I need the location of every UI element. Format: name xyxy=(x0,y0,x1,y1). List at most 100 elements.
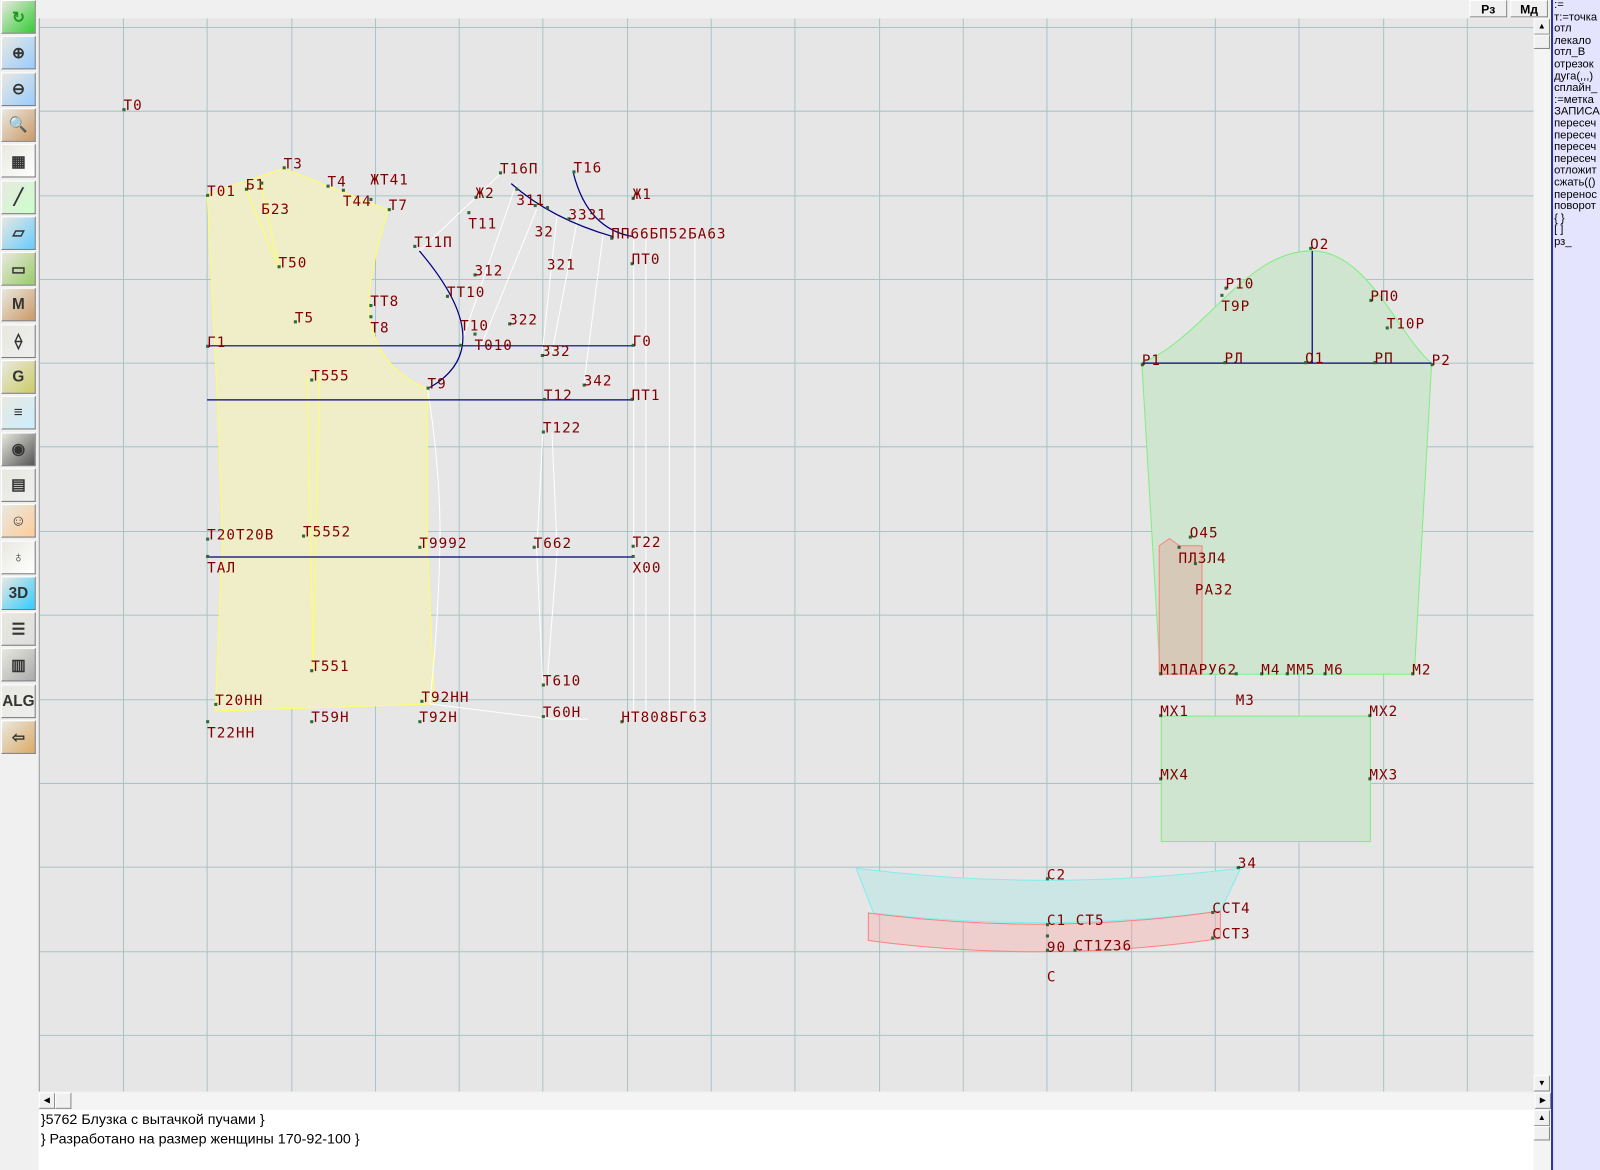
measurements-tool-button[interactable]: ≡ xyxy=(1,396,36,430)
point-label: Ж1 xyxy=(633,187,652,203)
zoom-in-tool-button[interactable]: ⊕ xyxy=(1,36,36,70)
command-item[interactable]: := xyxy=(1554,0,1564,12)
scroll-thumb[interactable] xyxy=(1533,34,1550,49)
photo-tool-button[interactable]: ☺ xyxy=(1,504,36,538)
measurements-icon: ≡ xyxy=(13,404,23,422)
notes-scroll-up[interactable]: ▲ xyxy=(1533,1109,1550,1127)
command-item[interactable]: отл xyxy=(1554,22,1572,35)
layout-map-tool-button[interactable]: ▱ xyxy=(1,216,36,250)
point-marker xyxy=(310,669,314,673)
exit-tool-button[interactable]: ⇦ xyxy=(1,720,36,754)
zoom-pattern-tool-button[interactable]: 🔍 xyxy=(1,108,36,142)
command-item[interactable]: пересеч xyxy=(1554,152,1597,165)
notes-scrollbar[interactable]: ▲ xyxy=(1533,1109,1552,1170)
point-marker xyxy=(582,383,586,387)
pattern-m-tool-button[interactable]: M xyxy=(1,288,36,322)
command-item[interactable]: отрезок xyxy=(1554,58,1594,71)
command-item[interactable]: поворот xyxy=(1554,200,1596,213)
pattern-drawing[interactable]: Т0 Т3 Т01 Б1 Б23 Т4 Т44 ЖТ41 Т7 Т50 Т5 ТТ8 Т8 Г1 Т555 Т… xyxy=(39,18,1535,1092)
point-label: Т3 xyxy=(284,156,303,172)
command-item[interactable]: сплайн_ xyxy=(1554,81,1598,95)
point-marker xyxy=(369,197,373,201)
point-label: 312 xyxy=(474,263,503,279)
jacket-icon: ♁ xyxy=(12,548,25,566)
point-marker xyxy=(1430,363,1434,367)
notes-scroll-thumb[interactable] xyxy=(1533,1126,1550,1141)
point-label: ММ5 xyxy=(1287,662,1316,678)
point-marker xyxy=(541,683,545,687)
point-marker xyxy=(533,204,537,208)
command-item[interactable]: пересеч xyxy=(1554,117,1597,130)
drawing-canvas[interactable]: Т0 Т3 Т01 Б1 Б23 Т4 Т44 ЖТ41 Т7 Т50 Т5 ТТ8 Т8 Г1 Т555 Т… xyxy=(38,18,1535,1092)
point-marker xyxy=(282,166,286,170)
point-marker xyxy=(610,236,614,240)
command-item[interactable]: пересеч xyxy=(1554,140,1597,154)
stack-tool-button[interactable]: ▥ xyxy=(1,648,36,682)
point-label: Т11 xyxy=(468,217,497,233)
command-item[interactable]: перенос xyxy=(1554,188,1597,201)
point-marker xyxy=(1045,948,1049,952)
point-marker xyxy=(293,320,297,324)
point-label: С xyxy=(1047,969,1057,985)
zoom-out-tool-button[interactable]: ⊖ xyxy=(1,72,36,106)
point-marker xyxy=(1045,923,1049,927)
command-item[interactable]: пересеч xyxy=(1554,129,1597,142)
command-item[interactable]: :=метка xyxy=(1554,93,1594,106)
rz-button[interactable]: Рз xyxy=(1469,0,1508,18)
3d-tool-button[interactable]: 3D xyxy=(1,576,36,610)
command-item[interactable]: { } xyxy=(1554,211,1565,225)
point-label: Ж2 xyxy=(476,186,495,202)
grid-tool-button[interactable]: ▦ xyxy=(1,144,36,178)
hscroll-thumb[interactable] xyxy=(55,1092,72,1109)
point-marker xyxy=(244,187,248,191)
zoom-out-icon: ⊖ xyxy=(11,80,25,99)
point-label: Р2 xyxy=(1432,353,1451,369)
photo-icon: ☺ xyxy=(10,512,27,530)
point-label: 332 xyxy=(542,344,571,360)
scroll-right-button[interactable]: ▶ xyxy=(1534,1092,1552,1109)
point-label: Т0 xyxy=(123,98,142,114)
point-marker xyxy=(1304,361,1308,365)
jacket-tool-button[interactable]: ♁ xyxy=(1,540,36,574)
point-marker xyxy=(540,353,544,358)
3d-icon: 3D xyxy=(8,584,29,602)
point-marker xyxy=(1368,714,1372,718)
command-item[interactable]: т:=точка xyxy=(1554,10,1598,24)
pattern-g-tool-button[interactable]: G xyxy=(1,360,36,394)
scroll-down-button[interactable]: ▼ xyxy=(1533,1075,1550,1092)
point-label: 90 xyxy=(1047,940,1066,956)
point-label: С1 СТ5 xyxy=(1047,913,1105,929)
refresh-tool-button[interactable]: ↻ xyxy=(1,0,36,34)
command-item[interactable]: ЗАПИСА xyxy=(1554,105,1600,118)
horizontal-scrollbar[interactable]: ◀ ▶ xyxy=(38,1092,1552,1110)
command-item[interactable]: лекало xyxy=(1554,34,1592,47)
command-item[interactable]: отл_В xyxy=(1554,46,1586,59)
table-tool-button[interactable]: ▤ xyxy=(1,468,36,502)
point-marker xyxy=(567,217,571,221)
text-list-tool-button[interactable]: ☰ xyxy=(1,612,36,646)
pattern-piece-tool-button[interactable]: ▭ xyxy=(1,252,36,286)
point-marker xyxy=(310,720,314,724)
notes-text-area[interactable]: }5762 Блузка с вытачкой пучами } } Разра… xyxy=(38,1109,1534,1170)
command-item[interactable]: отложит xyxy=(1554,164,1597,177)
compass-tool-button[interactable]: ⟠ xyxy=(1,324,36,358)
vertical-scrollbar[interactable]: ▲ ▼ xyxy=(1533,18,1552,1092)
construction-lines xyxy=(207,173,634,558)
command-item[interactable]: дуга(,,,) xyxy=(1554,69,1594,83)
point-label: МХ4 xyxy=(1160,767,1189,783)
point-label: Т50 xyxy=(279,255,308,271)
pattern-m-icon: M xyxy=(11,296,25,314)
md-button[interactable]: Мд xyxy=(1510,0,1548,18)
alg-tool-button[interactable]: ALG xyxy=(1,684,36,718)
point-marker xyxy=(1220,293,1224,297)
grid-icon: ▦ xyxy=(11,152,26,171)
scroll-left-button[interactable]: ◀ xyxy=(38,1092,56,1109)
command-item[interactable]: [ ] xyxy=(1554,223,1564,236)
point-label: О2 xyxy=(1310,237,1329,253)
command-item[interactable]: рз_ xyxy=(1554,235,1572,248)
scroll-up-button[interactable]: ▲ xyxy=(1533,18,1550,35)
line-segment-tool-button[interactable]: ╱ xyxy=(1,180,36,214)
point-label: Т122 xyxy=(543,421,581,437)
camera-tool-button[interactable]: ◉ xyxy=(1,432,36,466)
command-item[interactable]: сжать(() xyxy=(1554,176,1596,189)
